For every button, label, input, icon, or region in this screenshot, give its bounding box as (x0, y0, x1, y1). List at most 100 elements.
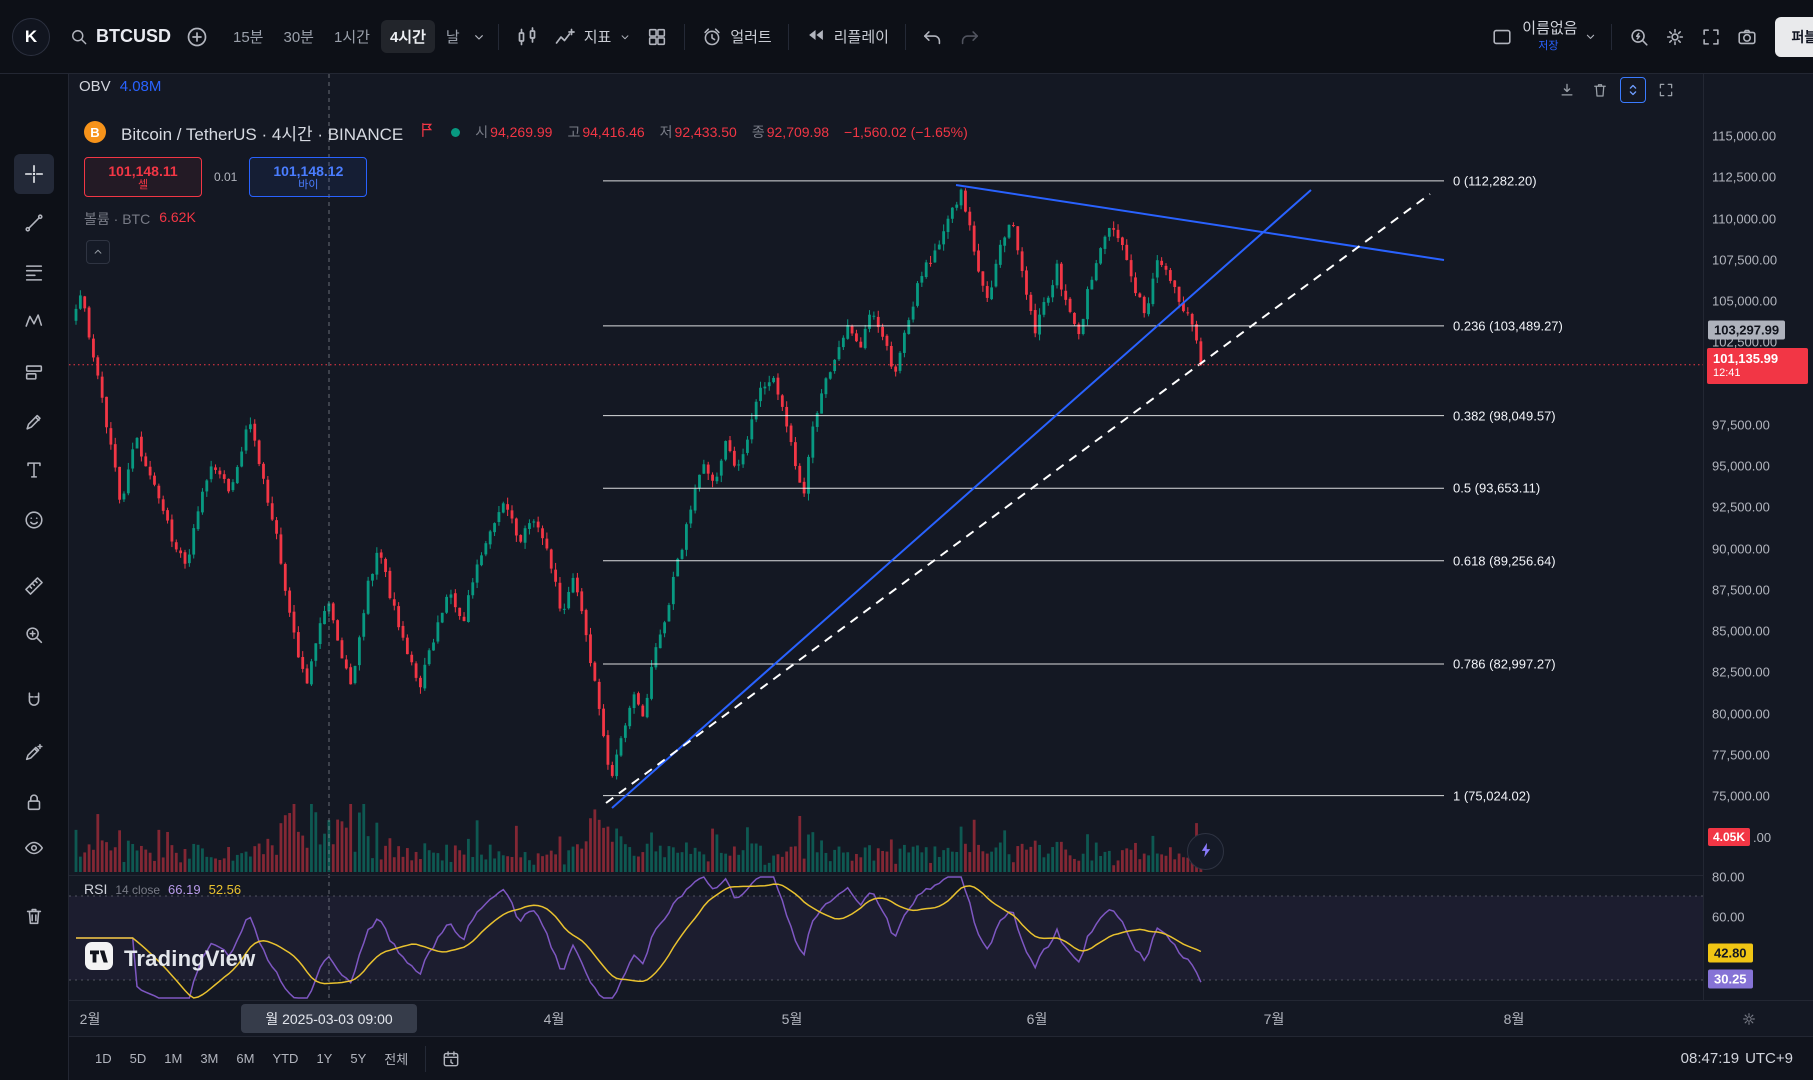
range-button[interactable]: 1Y (308, 1043, 340, 1074)
legend-collapse-button[interactable] (86, 240, 110, 264)
replay-button[interactable]: 리플레이 (798, 17, 896, 56)
goto-date-button[interactable] (441, 1049, 461, 1069)
quick-search-button[interactable] (1621, 19, 1657, 55)
hide-all-tool[interactable] (14, 828, 54, 868)
symbol-legend[interactable]: B Bitcoin / TetherUS · 4시간 · BINANCE 시 94… (84, 119, 968, 145)
emoji-tool[interactable] (14, 500, 54, 540)
restore-pane-button[interactable] (1653, 77, 1679, 103)
flag-icon[interactable] (418, 121, 436, 144)
market-status-dot[interactable] (451, 127, 461, 137)
axis-settings-gear-icon[interactable] (1741, 1011, 1757, 1027)
fullscreen-icon (1700, 26, 1722, 48)
layout-grid-button[interactable] (639, 19, 675, 55)
crosshair-tool[interactable] (14, 154, 54, 194)
price-axis-label: 90,000.00 (1712, 541, 1770, 556)
instant-trading-button[interactable] (1187, 833, 1224, 870)
text-tool[interactable] (14, 450, 54, 490)
volume-name: 볼륨 · BTC (84, 211, 151, 227)
edit-mode-tool[interactable] (14, 732, 54, 772)
grid-layout-icon (646, 26, 668, 48)
user-avatar[interactable]: K (12, 17, 50, 56)
tradingview-watermark: TradingView (84, 941, 255, 976)
price-axis-label: 112,500.00 (1712, 169, 1777, 185)
trend-line-tool[interactable] (14, 203, 54, 243)
layout-select-button[interactable] (1484, 19, 1520, 55)
sell-label: 셀 (137, 178, 149, 191)
price-axis-label: 97,500.00 (1712, 417, 1770, 433)
range-button[interactable]: 5D (122, 1043, 155, 1074)
single-layout-icon (1491, 26, 1513, 48)
tradingview-logo-icon (84, 941, 114, 976)
buy-label: 바이 (298, 178, 319, 191)
sell-price: 101,148.11 (108, 162, 178, 179)
clock-time: 08:47:19 (1680, 1050, 1740, 1067)
interval-button[interactable]: 날 (437, 20, 469, 53)
price-axis-label: 82,500.00 (1712, 664, 1770, 680)
redo-button[interactable] (951, 19, 987, 55)
layout-name: 이름없음 (1522, 20, 1578, 38)
price-axis[interactable]: 115,000.00 112,500.00 110,000.00 107,500.00… (1703, 74, 1813, 1000)
time-axis-label: 7월 (1263, 1010, 1285, 1027)
price-axis-label: 77,500.00 (1712, 747, 1770, 763)
time-axis[interactable]: 2월 4월 5월 6월 7월 8월 월 2025-03-03 09:00 (69, 1000, 1813, 1036)
symbol-search-button[interactable]: BTCUSD (62, 19, 178, 54)
brush-tool[interactable] (14, 402, 54, 442)
clock[interactable]: 08:47:19 UTC+9 (1681, 1050, 1793, 1067)
price-axis-label: 95,000.00 (1712, 458, 1770, 474)
interval-dropdown-button[interactable] (469, 25, 489, 49)
quick-search-icon (1628, 26, 1650, 48)
remove-all-tool[interactable] (14, 896, 54, 936)
magnet-tool[interactable] (14, 681, 54, 721)
chart-settings-button[interactable] (1657, 19, 1693, 55)
range-button[interactable]: 6M (228, 1043, 262, 1074)
rsi-ma-value: 52.56 (208, 882, 242, 897)
delete-pane-button[interactable] (1587, 77, 1613, 103)
publish-button[interactable]: 퍼블리시 (1775, 16, 1813, 57)
save-label[interactable]: 저장 (1538, 39, 1559, 52)
volume-badge: 4.05K (1708, 828, 1751, 846)
clock-timezone: UTC+9 (1745, 1050, 1793, 1067)
range-button[interactable]: YTD (264, 1043, 306, 1074)
undo-button[interactable] (915, 19, 951, 55)
alert-button[interactable]: 얼러트 (694, 19, 778, 55)
fullscreen-button[interactable] (1693, 19, 1729, 55)
chevron-down-icon (1583, 29, 1598, 44)
ruler-tool[interactable] (14, 566, 54, 606)
maximize-pane-button[interactable] (1620, 77, 1646, 103)
move-pane-down-button[interactable] (1554, 77, 1580, 103)
layout-name-block[interactable]: 이름없음 저장 (1522, 21, 1577, 52)
lock-all-tool[interactable] (14, 782, 54, 822)
snapshot-camera-button[interactable] (1729, 19, 1765, 55)
range-button[interactable]: 전체 (376, 1043, 416, 1074)
rsi-indicator-legend[interactable]: RSI 14 close 66.19 52.56 (84, 881, 241, 897)
range-button[interactable]: 5Y (342, 1043, 374, 1074)
buy-button[interactable]: 101,148.12 바이 (249, 157, 368, 197)
indicators-button[interactable]: 지표 (546, 18, 640, 56)
interval-button[interactable]: 1시간 (325, 20, 379, 53)
compare-add-button[interactable] (178, 18, 216, 56)
fib-layer (603, 180, 1444, 797)
interval-button[interactable]: 30분 (275, 20, 324, 53)
interval-button[interactable]: 15분 (224, 20, 273, 53)
time-axis-label: 6월 (1026, 1010, 1048, 1027)
pane-separator[interactable] (69, 875, 1813, 876)
range-button[interactable]: 1M (156, 1043, 190, 1074)
range-button[interactable]: 3M (192, 1043, 226, 1074)
fib-retracement-tool[interactable] (14, 253, 54, 293)
sell-button[interactable]: 101,148.11 셀 (84, 157, 202, 197)
pattern-tool[interactable] (14, 301, 54, 341)
zoom-tool[interactable] (14, 615, 54, 655)
volume-indicator-legend[interactable]: 볼륨 · BTC 6.62K (84, 209, 196, 229)
symbol-search-value: BTCUSD (96, 26, 171, 46)
redo-icon (958, 26, 980, 48)
interval-button[interactable]: 4시간 (380, 20, 435, 53)
plus-circle-icon (185, 25, 209, 49)
forecast-tool[interactable] (14, 352, 54, 392)
chart-style-button[interactable] (508, 18, 546, 56)
price-axis-label: 87,500.00 (1712, 582, 1770, 598)
crosshair-date-tooltip: 월 2025-03-03 09:00 (241, 1004, 417, 1033)
layout-dropdown-button[interactable] (1579, 25, 1602, 48)
obv-indicator-legend[interactable]: OBV 4.08M (79, 78, 161, 95)
range-button[interactable]: 1D (87, 1043, 120, 1074)
